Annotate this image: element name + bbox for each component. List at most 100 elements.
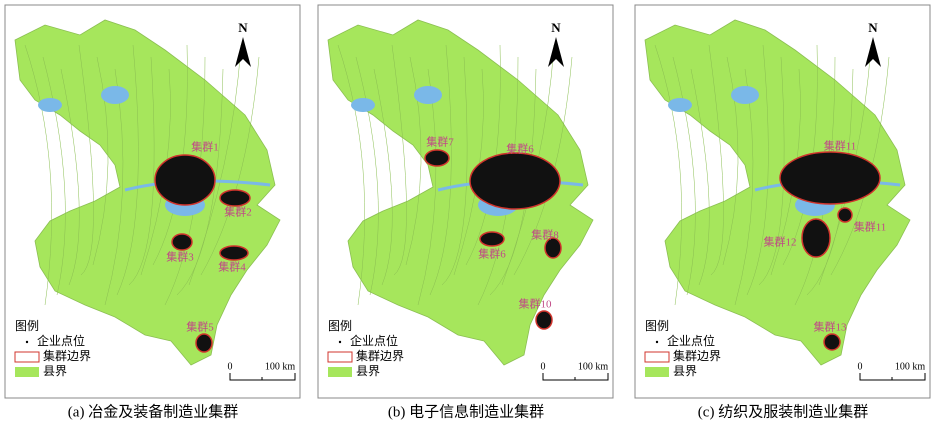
- north-arrow: [235, 37, 251, 67]
- cluster-label: 集群11: [824, 139, 857, 153]
- caption: (c) 纺织及服装制造业集群: [698, 403, 868, 420]
- scale-label: 100 km: [895, 361, 926, 372]
- county-line: [78, 44, 94, 276]
- county-line: [337, 44, 365, 306]
- county-line: [690, 68, 710, 286]
- cluster-label: 集群1: [191, 140, 219, 154]
- lake: [668, 98, 692, 112]
- scale-label: 100 km: [578, 361, 609, 372]
- legend-dot: [338, 340, 342, 344]
- county-line: [654, 44, 682, 306]
- north-arrow: [548, 37, 564, 67]
- legend-label: 县界: [43, 364, 67, 378]
- scale-bar: [859, 373, 926, 381]
- scale-label: 0: [541, 361, 546, 372]
- cluster-label: 集群6: [478, 247, 506, 261]
- legend-label: 集群边界: [356, 348, 404, 363]
- scale-label: 0: [858, 361, 863, 372]
- legend-swatch: [645, 367, 669, 377]
- county-line: [42, 56, 66, 296]
- caption: (b) 电子信息制造业集群: [388, 403, 544, 420]
- county-line: [672, 56, 696, 296]
- north-label: N: [238, 20, 248, 35]
- county-line: [429, 44, 452, 296]
- county-line: [722, 56, 739, 266]
- scale-label: 0: [228, 361, 233, 372]
- scale-bar: [542, 373, 609, 381]
- north-label: N: [868, 20, 878, 35]
- legend-title: 图例: [328, 319, 352, 333]
- cluster-boundary: [837, 207, 853, 223]
- cluster-boundary: [424, 149, 450, 167]
- cluster-boundary: [823, 333, 841, 351]
- legend-label: 集群边界: [43, 348, 91, 363]
- legend-label: 企业点位: [350, 333, 398, 348]
- legend-swatch: [327, 351, 353, 363]
- lake: [101, 86, 129, 104]
- cluster-label: 集群12: [764, 235, 797, 249]
- legend-label: 集群边界: [673, 348, 721, 363]
- cluster-label: 集群2: [224, 205, 252, 219]
- county-line: [758, 56, 785, 286]
- scale-bar: [229, 373, 296, 381]
- county-line: [489, 68, 537, 296]
- cluster-boundary: [171, 233, 193, 251]
- county-line: [60, 68, 80, 286]
- cluster-boundary: [479, 231, 505, 247]
- cluster-label: 集群4: [218, 260, 246, 274]
- county-line: [116, 44, 139, 296]
- lake: [38, 98, 62, 112]
- cluster-boundary: [195, 333, 213, 353]
- scale-label: 100 km: [265, 361, 296, 372]
- cluster-label: 集群11: [854, 220, 887, 234]
- cluster-label: 集群13: [814, 320, 847, 334]
- legend-swatch: [15, 367, 39, 377]
- legend-title: 图例: [645, 319, 669, 333]
- cluster-label: 集群8: [531, 228, 559, 242]
- legend-dot: [25, 340, 29, 344]
- north-label: N: [551, 20, 561, 35]
- legend-label: 企业点位: [667, 333, 715, 348]
- caption: (a) 冶金及装备制造业集群: [68, 403, 238, 420]
- cluster-boundary: [801, 218, 831, 258]
- cluster-boundary: [469, 152, 561, 210]
- lake: [414, 86, 442, 104]
- county-line: [188, 44, 242, 286]
- land: [14, 19, 281, 366]
- cluster-boundary: [219, 245, 249, 261]
- legend-label: 县界: [673, 364, 697, 378]
- lake: [731, 86, 759, 104]
- county-line: [746, 44, 769, 296]
- cluster-boundary: [154, 154, 216, 206]
- county-line: [441, 56, 468, 286]
- land: [644, 19, 911, 366]
- legend-title: 图例: [15, 319, 39, 333]
- county-line: [391, 44, 407, 276]
- county-line: [92, 56, 109, 266]
- cluster-label: 集群7: [426, 135, 454, 149]
- county-line: [128, 56, 155, 286]
- legend-swatch: [328, 367, 352, 377]
- cluster-boundary: [219, 189, 251, 207]
- cluster-label: 集群3: [166, 250, 194, 264]
- county-line: [24, 44, 52, 306]
- legend-label: 企业点位: [37, 333, 85, 348]
- county-line: [176, 68, 224, 296]
- cluster-boundary: [544, 237, 562, 259]
- county-line: [200, 56, 260, 276]
- legend-swatch: [644, 351, 670, 363]
- cluster-label: 集群6: [506, 142, 534, 156]
- legend-dot: [655, 340, 659, 344]
- county-line: [355, 56, 379, 296]
- cluster-label: 集群10: [519, 297, 552, 311]
- legend-swatch: [14, 351, 40, 363]
- county-line: [405, 56, 422, 266]
- north-arrow: [865, 37, 881, 67]
- cluster-label: 集群5: [186, 320, 214, 334]
- county-line: [708, 44, 724, 276]
- cluster-boundary: [779, 151, 881, 205]
